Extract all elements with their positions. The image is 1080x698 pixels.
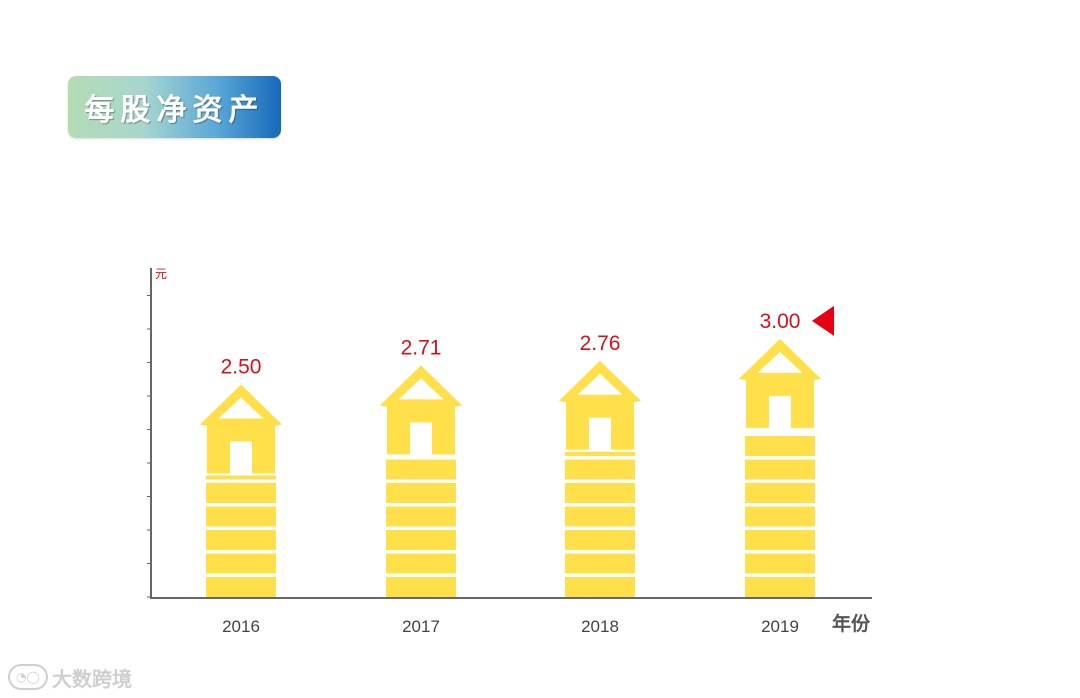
bar-stripe — [206, 506, 276, 527]
value-label: 3.00 — [760, 310, 801, 333]
bar-stripe — [745, 506, 815, 527]
bar-stripe — [565, 530, 635, 550]
bar-stripe — [565, 451, 635, 456]
bar-stripe — [745, 483, 815, 503]
bar-stripe — [565, 506, 635, 527]
x-axis-label: 年份 — [832, 612, 871, 635]
logo-icon: ◔◯ — [8, 664, 48, 690]
house-body — [566, 394, 634, 450]
y-axis-label: 元 — [155, 267, 167, 281]
bar-stripe — [745, 459, 815, 480]
house-body — [207, 418, 275, 474]
value-label: 2.71 — [401, 336, 442, 359]
x-tick-label: 2019 — [761, 617, 799, 636]
watermark: ◔◯ 大数跨境 — [8, 660, 132, 694]
bar-stripe — [206, 553, 276, 574]
house-roof — [200, 384, 282, 427]
bar-stripe — [745, 577, 815, 597]
bar-stripe — [386, 506, 456, 527]
bar-stripe — [565, 553, 635, 574]
bar-stripe — [206, 530, 276, 550]
bar-2017: 2.71 — [380, 336, 462, 597]
bar-2018: 2.76 — [559, 332, 641, 597]
bar-2016: 2.50 — [200, 356, 282, 597]
bar-stripe — [386, 530, 456, 550]
title-badge: 每股净资产 — [68, 76, 281, 138]
bar-stripe — [386, 553, 456, 574]
value-label: 2.76 — [580, 332, 621, 355]
house-body — [746, 372, 814, 428]
bar-stripe — [745, 436, 815, 456]
bar-stripe — [745, 530, 815, 550]
bars-group: 2.50 2016 2.71 2017 2.76 2018 3.00 2019 — [200, 305, 834, 636]
x-tick-label: 2017 — [402, 617, 440, 636]
bar-stripe — [386, 459, 456, 480]
value-label: 2.50 — [221, 356, 262, 379]
bar-2019: 3.00 — [739, 305, 834, 597]
bar-stripe — [386, 577, 456, 597]
bar-stripe — [745, 553, 815, 574]
watermark-text: 大数跨境 — [52, 666, 132, 691]
chart-title: 每股净资产 — [84, 93, 265, 128]
bar-stripe — [206, 475, 276, 480]
bar-stripe — [565, 577, 635, 597]
y-axis-ticks — [147, 295, 151, 598]
bar-stripe — [386, 483, 456, 503]
house-roof — [739, 338, 821, 381]
bar-stripe — [565, 459, 635, 480]
x-tick-label: 2018 — [581, 617, 619, 636]
house-body — [387, 399, 455, 455]
bar-stripe — [206, 577, 276, 597]
bar-stripe — [206, 483, 276, 503]
bar-stripe — [565, 483, 635, 503]
house-roof — [559, 360, 641, 403]
x-tick-label: 2016 — [222, 617, 260, 636]
house-roof — [380, 365, 462, 408]
highlight-marker-icon — [812, 305, 834, 336]
